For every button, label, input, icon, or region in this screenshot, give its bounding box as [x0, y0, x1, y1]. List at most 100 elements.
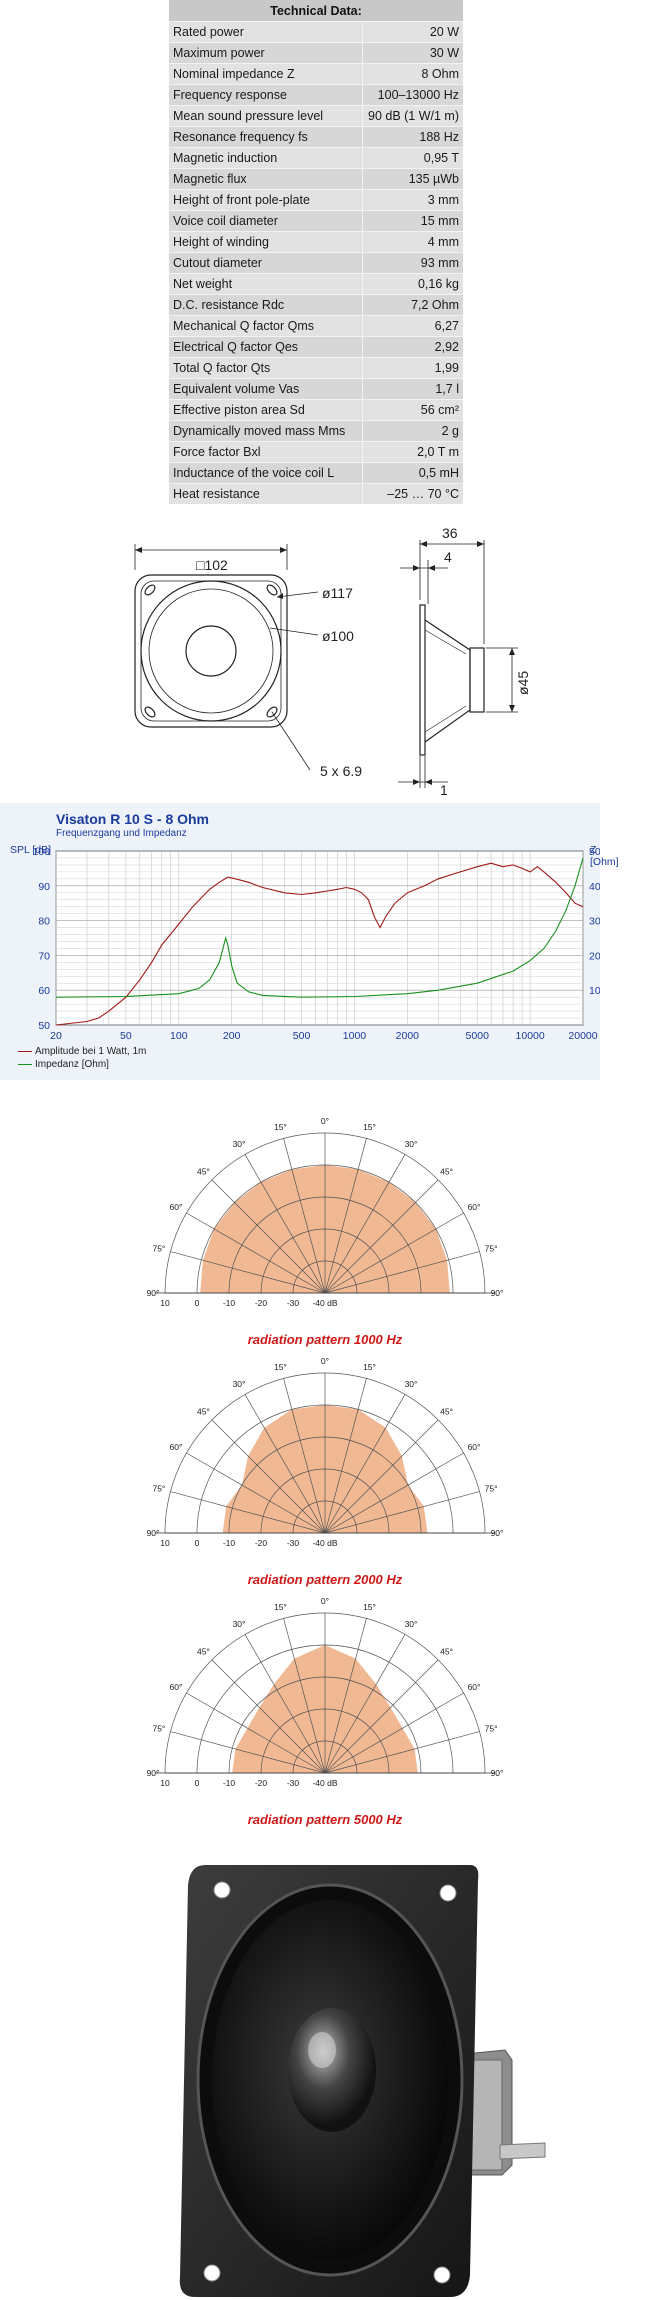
- spec-value: 3 mm: [362, 189, 463, 211]
- table-body: Rated power 20 W Maximum power 30 W Nominal …: [169, 21, 463, 504]
- spec-value: 2,92: [362, 336, 463, 358]
- spec-label: Mean sound pressure level: [169, 105, 363, 127]
- radiation-caption-2000hz: radiation pattern 2000 Hz: [247, 1572, 403, 1587]
- spec-value: 2,0 T m: [362, 441, 463, 463]
- speaker-illustration: [179, 1865, 546, 2297]
- spec-value: 30 W: [362, 42, 463, 64]
- y-tick-label: 80: [38, 916, 50, 928]
- y2-tick-label: 40: [589, 881, 600, 893]
- radial-label: -30: [287, 1298, 300, 1308]
- spec-value: 188 Hz: [362, 126, 463, 148]
- table-title: Technical Data:: [169, 0, 463, 22]
- spec-label: Force factor Bxl: [169, 441, 363, 463]
- radial-label: -40 dB: [312, 1538, 337, 1548]
- table-row: Magnetic flux 135 µWb: [169, 168, 463, 190]
- legend-item-impedance: Impedanz [Ohm]: [18, 1059, 109, 1070]
- spec-label: Electrical Q factor Qes: [169, 336, 363, 358]
- frequency-response-plot: 20 50 100 200 500 1000 2000 5000 10000 2000050607…: [32, 846, 600, 1042]
- spec-label: Resonance frequency fs: [169, 126, 363, 148]
- spec-value: 0,16 kg: [362, 273, 463, 295]
- radial-label: -30: [287, 1778, 300, 1788]
- angle-label: 30°: [233, 1379, 246, 1389]
- table-row: Net weight 0,16 kg: [169, 273, 463, 295]
- angle-label: 75°: [152, 1484, 165, 1494]
- spec-label: Magnetic induction: [169, 147, 363, 169]
- angle-label: 15°: [363, 1602, 376, 1612]
- angle-label: 90°: [147, 1528, 160, 1538]
- angle-label: 45°: [440, 1646, 453, 1656]
- magnet-diameter-label: ø45: [515, 671, 531, 695]
- table-row: Cutout diameter 93 mm: [169, 252, 463, 274]
- thickness-label: 1: [440, 782, 448, 798]
- y-tick-label: 100: [32, 846, 50, 858]
- radial-label: -20: [255, 1298, 268, 1308]
- polar-spoke: [324, 1251, 480, 1294]
- y2-tick-label: 30: [589, 916, 600, 928]
- spec-value: 135 µWb: [362, 168, 463, 190]
- angle-label: 90°: [147, 1288, 160, 1298]
- table-row: Rated power 20 W: [169, 21, 463, 43]
- angle-label: 30°: [405, 1379, 418, 1389]
- polar-spoke: [324, 1491, 480, 1534]
- spec-value: 100–13000 Hz: [362, 84, 463, 106]
- y-tick-label: 50: [38, 1020, 50, 1032]
- radiation-pattern-1000hz: 0°15°15°30°30°45°45°60°60°75°75°90°90°10…: [147, 1116, 504, 1308]
- x-tick-label: 5000: [466, 1030, 490, 1042]
- table-row: Total Q factor Qts 1,99: [169, 357, 463, 379]
- polar-spoke: [211, 1179, 326, 1294]
- y-tick-label: 60: [38, 985, 50, 997]
- product-photo: [179, 1865, 546, 2297]
- table-row: Electrical Q factor Qes 2,92: [169, 336, 463, 358]
- angle-label: 15°: [363, 1362, 376, 1372]
- table-row: Effective piston area Sd 56 cm²: [169, 399, 463, 421]
- polar-spoke: [283, 1378, 326, 1534]
- spec-value: 8 Ohm: [362, 63, 463, 85]
- side-view: [398, 540, 518, 788]
- radial-label: 0: [195, 1298, 200, 1308]
- chart-title: Visaton R 10 S - 8 Ohm: [56, 811, 210, 827]
- spec-label: Inductance of the voice coil L: [169, 462, 363, 484]
- polar-spoke: [324, 1452, 464, 1534]
- angle-label: 30°: [405, 1619, 418, 1629]
- x-tick-label: 2000: [396, 1030, 420, 1042]
- angle-label: 30°: [233, 1139, 246, 1149]
- radial-label: 10: [160, 1298, 170, 1308]
- table-row: Magnetic induction 0,95 T: [169, 147, 463, 169]
- angle-label: 45°: [197, 1406, 210, 1416]
- angle-label: 75°: [485, 1484, 498, 1494]
- angle-label: 75°: [485, 1724, 498, 1734]
- polar-spoke: [324, 1731, 480, 1774]
- spec-value: 90 dB (1 W/1 m): [362, 105, 463, 127]
- angle-label: 60°: [468, 1682, 481, 1692]
- spec-value: 0,5 mH: [362, 462, 463, 484]
- spec-label: Total Q factor Qts: [169, 357, 363, 379]
- spec-label: Height of front pole-plate: [169, 189, 363, 211]
- polar-spoke: [244, 1154, 326, 1294]
- spec-value: 7,2 Ohm: [362, 294, 463, 316]
- y-tick-label: 70: [38, 950, 50, 962]
- polar-spoke: [170, 1251, 326, 1294]
- y2-tick-label: 50: [589, 846, 600, 858]
- spec-value: 56 cm²: [362, 399, 463, 421]
- spec-label: D.C. resistance Rdc: [169, 294, 363, 316]
- radial-label: 0: [195, 1778, 200, 1788]
- angle-label: 15°: [274, 1602, 287, 1612]
- polar-spoke: [186, 1692, 326, 1774]
- radial-label: -10: [223, 1298, 236, 1308]
- spec-label: Magnetic flux: [169, 168, 363, 190]
- angle-label: 15°: [274, 1122, 287, 1132]
- polar-spoke: [324, 1179, 439, 1294]
- table-row: Voice coil diameter 15 mm: [169, 210, 463, 232]
- angle-label: 45°: [440, 1406, 453, 1416]
- depth-label: 36: [442, 525, 458, 541]
- polar-spoke: [170, 1731, 326, 1774]
- legend-item-amplitude: Amplitude bei 1 Watt, 1m: [18, 1046, 146, 1057]
- spec-label: Cutout diameter: [169, 252, 363, 274]
- y2-tick-label: 20: [589, 950, 600, 962]
- angle-label: 75°: [152, 1244, 165, 1254]
- angle-label: 60°: [468, 1202, 481, 1212]
- table-row: D.C. resistance Rdc 7,2 Ohm: [169, 294, 463, 316]
- table-row: Heat resistance –25 … 70 °C: [169, 483, 463, 504]
- angle-label: 0°: [321, 1116, 329, 1126]
- angle-label: 45°: [197, 1166, 210, 1176]
